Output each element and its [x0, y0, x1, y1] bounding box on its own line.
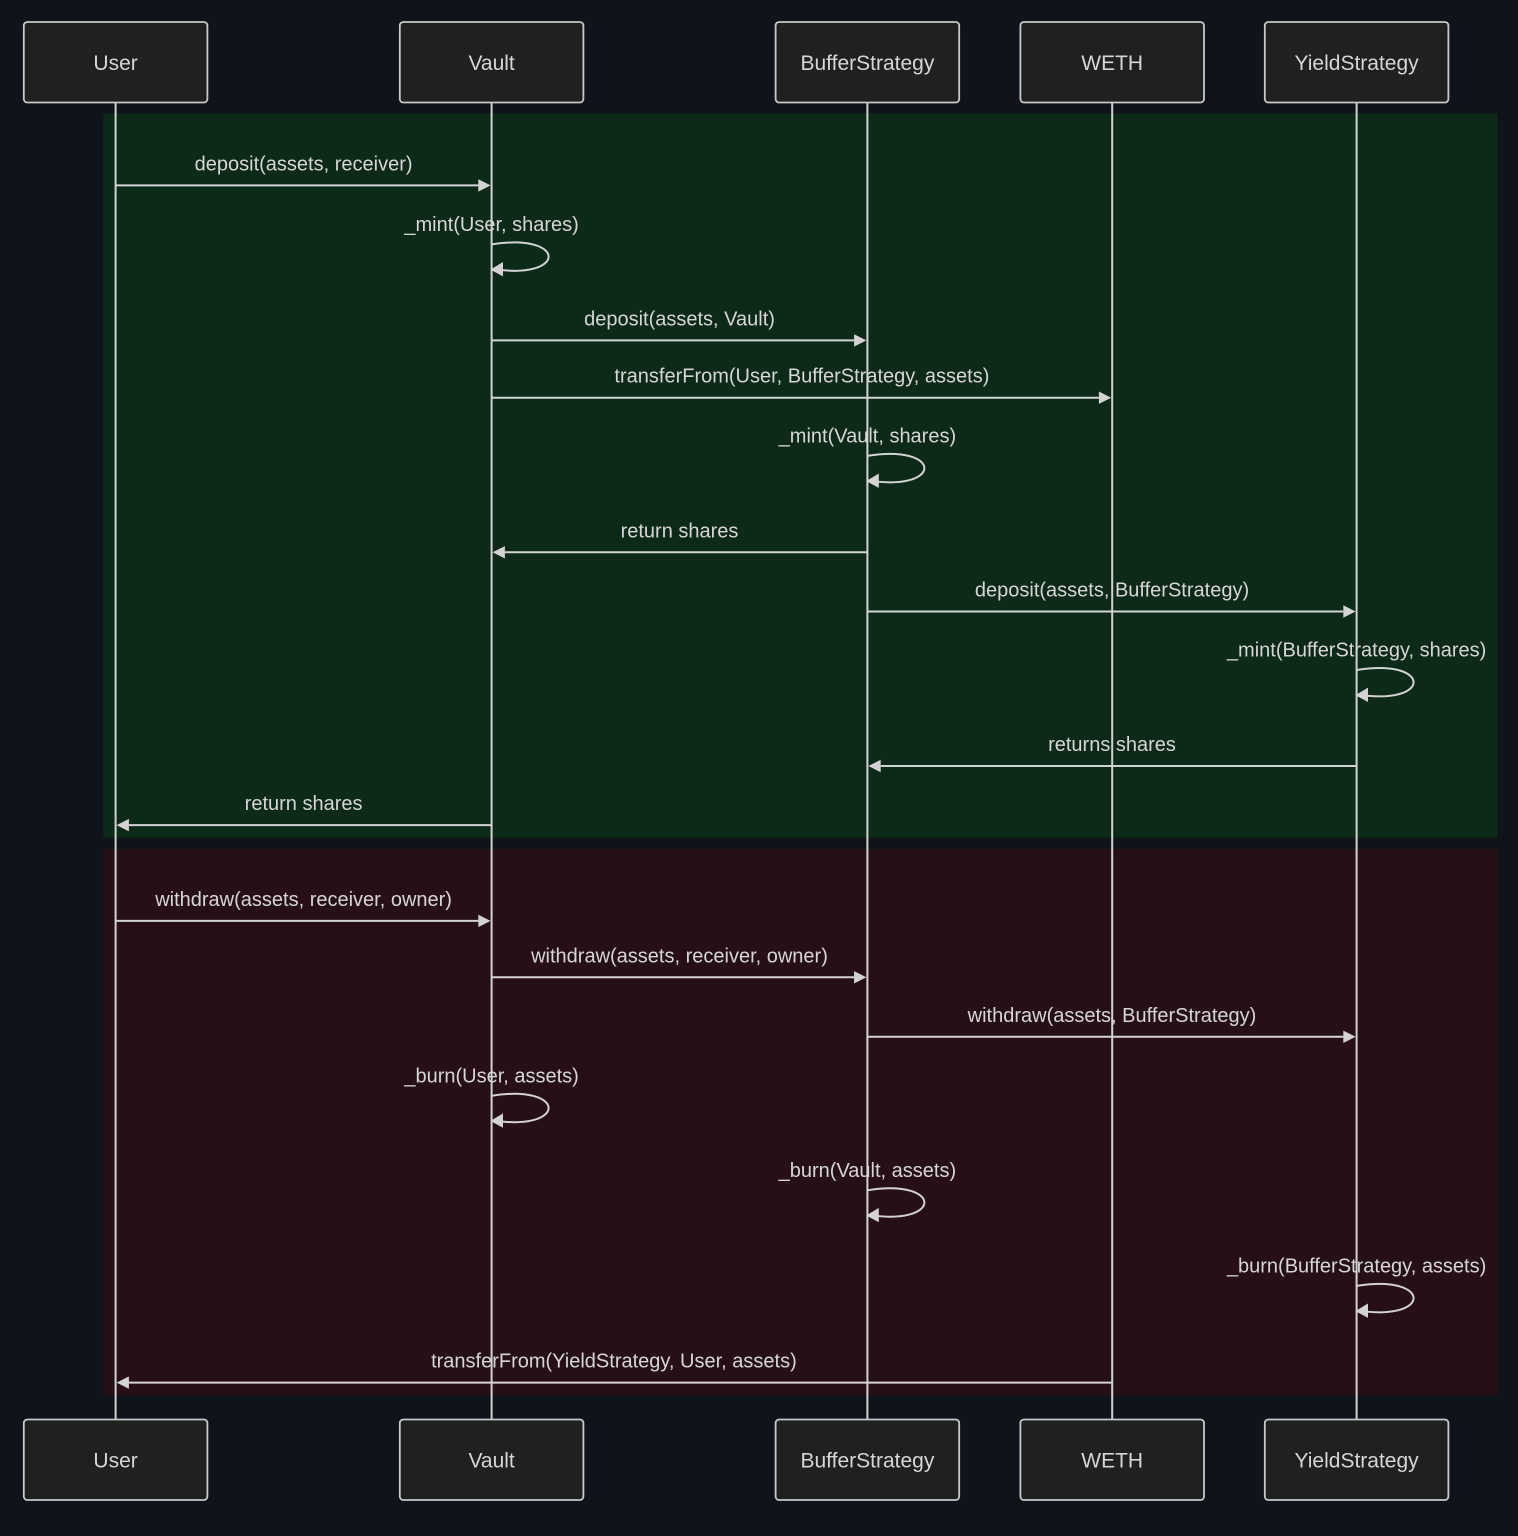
svg-text:withdraw(assets, receiver, own: withdraw(assets, receiver, owner) [154, 889, 452, 911]
svg-text:deposit(assets, Vault): deposit(assets, Vault) [584, 308, 775, 330]
svg-text:User: User [93, 52, 137, 75]
svg-text:_mint(User, shares): _mint(User, shares) [403, 214, 579, 236]
svg-text:BufferStrategy: BufferStrategy [800, 1450, 934, 1473]
svg-text:Vault: Vault [468, 52, 514, 75]
svg-text:WETH: WETH [1081, 1450, 1143, 1473]
svg-text:deposit(assets, BufferStrategy: deposit(assets, BufferStrategy) [975, 580, 1249, 602]
svg-text:WETH: WETH [1081, 52, 1143, 75]
svg-text:YieldStrategy: YieldStrategy [1295, 52, 1420, 75]
svg-text:User: User [93, 1450, 137, 1473]
svg-text:withdraw(assets, receiver, own: withdraw(assets, receiver, owner) [530, 945, 828, 967]
svg-text:return shares: return shares [621, 520, 739, 542]
svg-text:transferFrom(YieldStrategy, Us: transferFrom(YieldStrategy, User, assets… [431, 1351, 797, 1373]
svg-text:_mint(Vault, shares): _mint(Vault, shares) [778, 425, 956, 447]
svg-text:_burn(User, assets): _burn(User, assets) [403, 1065, 579, 1087]
svg-text:return shares: return shares [245, 793, 363, 815]
svg-text:YieldStrategy: YieldStrategy [1295, 1450, 1420, 1473]
svg-text:_burn(Vault, assets): _burn(Vault, assets) [778, 1160, 957, 1182]
svg-text:withdraw(assets, BufferStrateg: withdraw(assets, BufferStrategy) [967, 1005, 1257, 1027]
svg-text:returns shares: returns shares [1048, 734, 1176, 756]
svg-text:deposit(assets, receiver): deposit(assets, receiver) [195, 153, 413, 175]
svg-text:transferFrom(User, BufferStrat: transferFrom(User, BufferStrategy, asset… [614, 366, 989, 388]
svg-text:_burn(BufferStrategy, assets): _burn(BufferStrategy, assets) [1226, 1255, 1486, 1277]
svg-text:BufferStrategy: BufferStrategy [800, 52, 934, 75]
svg-text:_mint(BufferStrategy, shares): _mint(BufferStrategy, shares) [1226, 640, 1486, 662]
svg-text:Vault: Vault [468, 1450, 514, 1473]
